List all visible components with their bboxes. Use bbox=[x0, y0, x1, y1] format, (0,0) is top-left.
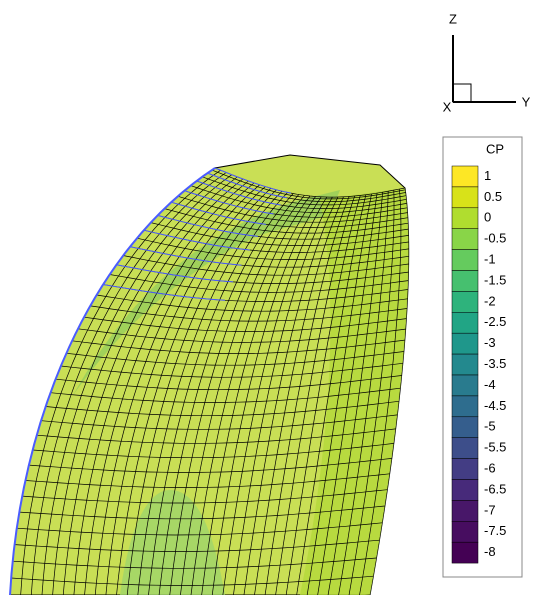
legend-swatch bbox=[452, 375, 478, 396]
legend-swatch bbox=[452, 312, 478, 333]
legend-swatch bbox=[452, 396, 478, 417]
legend-label: -0.5 bbox=[484, 231, 506, 246]
legend-swatch bbox=[452, 271, 478, 292]
legend-swatch bbox=[452, 542, 478, 563]
axis-triad: Z Y X bbox=[443, 11, 531, 114]
legend-label: -8 bbox=[484, 544, 496, 559]
legend-label: -7 bbox=[484, 502, 496, 517]
legend-swatch bbox=[452, 438, 478, 459]
legend-label: -7.5 bbox=[484, 523, 506, 538]
legend-swatch bbox=[452, 250, 478, 271]
legend-label: -1.5 bbox=[484, 272, 506, 287]
legend-label: -6 bbox=[484, 460, 496, 475]
legend-label: -3.5 bbox=[484, 356, 506, 371]
legend-swatch bbox=[452, 354, 478, 375]
legend-title: CP bbox=[486, 141, 504, 156]
legend-label: -4 bbox=[484, 377, 496, 392]
legend-swatch bbox=[452, 521, 478, 542]
legend-swatch bbox=[452, 480, 478, 501]
legend-label: -3 bbox=[484, 335, 496, 350]
legend-label: -5.5 bbox=[484, 440, 506, 455]
axis-square bbox=[453, 84, 471, 102]
legend-swatch bbox=[452, 229, 478, 250]
axis-label: Z bbox=[449, 11, 457, 26]
legend: CP 1 0.5 0 -0.5 -1 -1.5 -2 -2.5 -3 -3.5 -4 -4.5 -5 -5… bbox=[443, 137, 522, 577]
legend-swatch bbox=[452, 208, 478, 229]
axis-label: X bbox=[443, 99, 452, 114]
legend-label: 0.5 bbox=[484, 189, 502, 204]
legend-swatch bbox=[452, 459, 478, 480]
blade bbox=[10, 155, 409, 595]
legend-label: -1 bbox=[484, 251, 496, 266]
legend-label: -5 bbox=[484, 419, 496, 434]
legend-label: -2 bbox=[484, 293, 496, 308]
legend-label: 0 bbox=[484, 210, 491, 225]
legend-swatch bbox=[452, 333, 478, 354]
legend-label: 1 bbox=[484, 168, 491, 183]
axis-label: Y bbox=[522, 94, 531, 109]
legend-swatch bbox=[452, 166, 478, 187]
view: Z Y X CP 1 0.5 0 -0.5 -1 -1.5 -2 -2.5 -3 -3.5 -4 -4… bbox=[0, 0, 533, 595]
legend-swatch bbox=[452, 187, 478, 208]
legend-swatch bbox=[452, 417, 478, 438]
legend-label: -4.5 bbox=[484, 398, 506, 413]
legend-label: -6.5 bbox=[484, 481, 506, 496]
legend-swatch bbox=[452, 500, 478, 521]
legend-label: -2.5 bbox=[484, 314, 506, 329]
legend-swatch bbox=[452, 291, 478, 312]
